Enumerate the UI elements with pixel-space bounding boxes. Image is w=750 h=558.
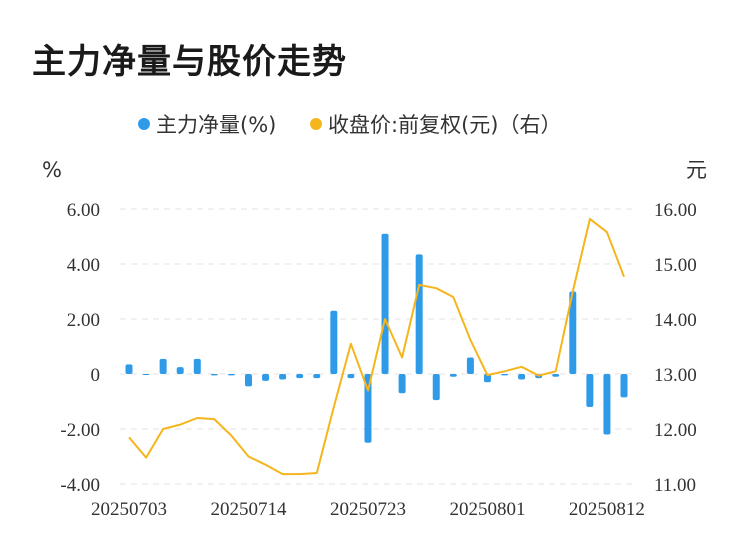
net-volume-bar: [381, 233, 389, 374]
x-tick-label: 20250723: [330, 499, 406, 520]
left-axis-unit: %: [42, 158, 62, 182]
left-tick-label: 6.00: [67, 200, 100, 221]
left-tick-label: 0: [91, 365, 101, 386]
net-volume-bar: [176, 367, 184, 374]
right-tick-label: 11.00: [654, 475, 696, 496]
left-tick-label: -4.00: [60, 475, 100, 496]
net-volume-bar: [432, 374, 440, 401]
net-volume-bar: [518, 374, 526, 380]
net-volume-bar: [210, 374, 218, 376]
legend-label-close-price: 收盘价:前复权(元)（右）: [328, 113, 561, 137]
net-volume-bar: [262, 374, 270, 381]
left-tick-label: -2.00: [60, 420, 100, 441]
right-tick-label: 12.00: [654, 420, 697, 441]
legend-marker-net-volume: [138, 118, 150, 130]
x-tick-label: 20250801: [449, 499, 525, 520]
right-tick-label: 13.00: [654, 365, 697, 386]
right-axis-unit: 元: [686, 158, 707, 182]
left-tick-label: 2.00: [67, 310, 100, 331]
net-volume-bar: [620, 374, 628, 398]
net-volume-bar: [364, 374, 372, 443]
net-volume-bar: [296, 374, 304, 379]
net-volume-bar: [244, 374, 252, 387]
net-volume-bar: [483, 374, 491, 383]
net-volume-bar: [142, 374, 150, 375]
net-volume-bar: [159, 358, 167, 374]
close-price-polyline: [128, 217, 625, 476]
net-volume-bars: [125, 233, 628, 443]
legend-marker-close-price: [310, 118, 322, 130]
right-tick-label: 15.00: [654, 255, 697, 276]
net-volume-bar: [347, 374, 355, 379]
net-volume-bar: [415, 254, 423, 374]
net-volume-bar: [586, 374, 594, 407]
gridlines: [120, 208, 632, 485]
x-tick-label: 20250703: [91, 499, 167, 520]
right-axis-ticks: 16.00 15.00 14.00 13.00 12.00 11.00: [654, 200, 697, 496]
net-volume-bar: [466, 357, 474, 374]
chart-title: 主力净量与股价走势: [32, 42, 347, 82]
right-tick-label: 14.00: [654, 310, 697, 331]
x-axis-ticks: 20250703 20250714 20250723 20250801 20250812: [91, 499, 645, 520]
net-volume-bar: [279, 374, 287, 380]
net-volume-bar: [569, 291, 577, 374]
net-volume-bar: [603, 374, 611, 435]
net-volume-bar: [193, 358, 201, 374]
left-axis-ticks: 6.00 4.00 2.00 0 -2.00 -4.00: [60, 200, 100, 496]
right-tick-label: 16.00: [654, 200, 697, 221]
net-volume-bar: [227, 374, 235, 376]
x-tick-label: 20250812: [569, 499, 645, 520]
net-volume-bar: [313, 374, 321, 379]
net-volume-bar: [125, 364, 133, 374]
net-volume-bar: [552, 374, 560, 377]
x-tick-label: 20250714: [210, 499, 287, 520]
left-tick-label: 4.00: [67, 255, 100, 276]
net-volume-bar: [330, 310, 338, 374]
close-price-line: [128, 217, 625, 476]
net-volume-bar: [501, 374, 509, 376]
net-volume-bar: [398, 374, 406, 394]
net-volume-bar: [449, 374, 457, 377]
legend-label-net-volume: 主力净量(%): [156, 113, 276, 137]
